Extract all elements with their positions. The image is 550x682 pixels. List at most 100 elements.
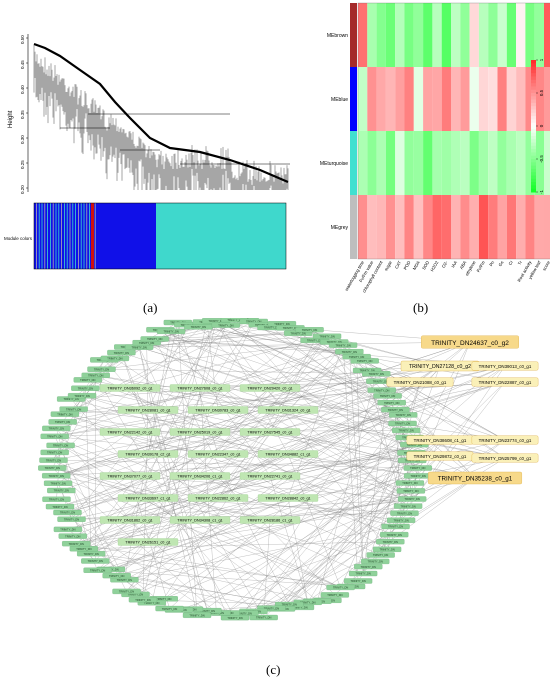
ring-node: TRINITY_DN xyxy=(392,427,421,434)
ring-node-label: TRINITY_DN xyxy=(407,443,422,447)
ring-node-label: TRINITY_DN xyxy=(335,343,350,347)
inner-node-label: TRINITY_DN25019_c0_g1 xyxy=(177,431,222,435)
scale-step xyxy=(531,106,536,110)
ring-node-label: TRINITY_DN xyxy=(237,318,252,319)
hub-node: TRINITY_DN39013_c0_g1 xyxy=(471,361,539,371)
trait-label: POD xyxy=(403,260,412,271)
y-tick-label: 0.50 xyxy=(20,35,25,44)
inner-node: TRINITY_DN28081_c0_g1 xyxy=(117,406,179,414)
ring-node: TRINITY_DN xyxy=(403,465,432,471)
inner-node-label: TRINITY_DN22862_c0_g1 xyxy=(195,497,240,501)
ring-node-label: TRINITY_DN xyxy=(66,407,81,411)
ring-node: TRINITY_DN xyxy=(128,597,158,603)
ring-node-label: TRINITY_DN xyxy=(327,593,342,597)
trait-label: Pn xyxy=(488,259,495,267)
heatmap-cell xyxy=(423,67,433,131)
hub-node-label: TRINITY_DN21088_c0_g1 xyxy=(394,380,447,385)
module-color-swatch xyxy=(350,3,357,67)
y-tick-label: 0.45 xyxy=(20,60,25,69)
inner-node-label: TRINITY_DN22741_c0_g1 xyxy=(247,475,292,479)
heatmap-cell xyxy=(460,67,470,131)
panel-b: MEbrown MEblue MEturquoise MEgrey waterlogg… xyxy=(300,0,550,315)
heatmap-cell xyxy=(395,67,405,131)
heatmap-cell xyxy=(516,131,526,195)
scale-step xyxy=(531,109,536,114)
ring-node: TRINITY_DN xyxy=(53,509,82,516)
ring-node: TRINITY_DN xyxy=(87,366,116,372)
scale-step xyxy=(531,79,536,84)
heatmap-cell xyxy=(404,3,414,67)
inner-node-label: TRINITY_DN27545_c0_g1 xyxy=(247,431,292,435)
ring-node: TRINITY_DN xyxy=(398,496,427,502)
ring-node-label: TRINITY_DN xyxy=(50,481,65,485)
heatmap-cell xyxy=(516,67,526,131)
y-tick-label: 0.35 xyxy=(20,110,25,119)
heatmap-cell xyxy=(451,195,461,259)
ring-node-label: TRINITY_DN xyxy=(256,616,271,620)
heatmap-cell xyxy=(451,67,461,131)
inner-node: TRINITY_DN34882_c1_g1 xyxy=(257,450,319,458)
inner-node-label: TRINITY_DN31324_c0_g1 xyxy=(265,409,310,413)
inner-node-label: TRINITY_DN29420_c0_g1 xyxy=(247,387,292,391)
heatmap-cell xyxy=(413,67,424,131)
hub-node: TRINITY_DN23774_c0_g1 xyxy=(471,435,539,445)
ring-node: TRINITY_DN xyxy=(77,551,106,557)
scale-tick-label: 0 xyxy=(539,124,544,127)
heatmap-cell xyxy=(432,131,442,195)
heatmap-cell xyxy=(367,195,377,259)
ring-node-label: TRINITY_DN xyxy=(107,357,122,361)
ring-node: TRINITY_DN xyxy=(366,552,395,558)
scale-step xyxy=(531,126,536,130)
inner-node: TRINITY_DN33697_c1_g1 xyxy=(117,494,179,502)
scale-step xyxy=(531,172,536,176)
scale-step xyxy=(531,112,536,117)
scale-step xyxy=(531,99,536,104)
scale-step xyxy=(531,145,536,150)
ring-node-label: TRINITY_DN xyxy=(274,322,289,326)
scale-step xyxy=(531,165,536,170)
ring-node: TRINITY_DN xyxy=(67,393,97,399)
heatmap-cell xyxy=(525,131,535,195)
ring-node: TRINITY_DN xyxy=(249,614,278,621)
scale-step xyxy=(531,60,536,64)
ring-node-label: TRINITY_DN xyxy=(80,378,95,382)
scale-step xyxy=(531,149,536,153)
heatmap-cell xyxy=(469,195,479,259)
heatmap-cell xyxy=(404,195,414,259)
ring-node-label: TRINITY_DN xyxy=(94,367,109,371)
ring-node: TRINITY_DN xyxy=(156,328,186,335)
inner-node: TRINITY_DN28842_c0_g1 xyxy=(257,494,319,502)
ring-node-label: TRINITY_DN xyxy=(49,497,64,501)
ring-node-label: TRINITY_DN xyxy=(88,559,103,563)
inner-node: TRINITY_DN22142_c0_g1 xyxy=(99,428,161,436)
ring-node-label: TRINITY_DN xyxy=(399,429,414,433)
ring-node: TRINITY_DN xyxy=(42,496,71,502)
ring-node-label: TRINITY_DN xyxy=(209,319,224,323)
panel-c-label: (c) xyxy=(266,662,281,677)
heatmap-cell xyxy=(367,3,377,67)
ring-node: TRINITY_DN xyxy=(395,480,425,486)
ring-node: TRINITY_DN xyxy=(386,517,416,523)
ring-node-label: TRINITY_DN xyxy=(88,374,103,378)
ring-node: TRINITY_DN xyxy=(71,385,100,391)
inner-node: TRINITY_DN34308_c1_g1 xyxy=(169,516,231,524)
heatmap-cell xyxy=(506,131,517,195)
hub-node-label: TRINITY_DN27128_c0_g2 xyxy=(409,364,471,370)
scale-step xyxy=(531,132,536,137)
inner-node-label: TRINITY_DN26151_c0_g1 xyxy=(125,541,170,545)
scale-step xyxy=(531,86,536,91)
trait-label: ABA xyxy=(459,260,468,270)
heatmap-cell xyxy=(478,3,489,67)
ring-node-label: TRINITY_DN xyxy=(147,337,162,341)
module-color-bar xyxy=(33,202,287,270)
scale-step xyxy=(531,188,536,193)
heatmap-cell xyxy=(516,3,526,67)
module-label: MEgrey xyxy=(331,225,349,231)
inner-node-label: TRINITY_DN36092_c0_g1 xyxy=(107,387,152,391)
ring-node-label: TRINITY_DN xyxy=(410,466,425,470)
ring-node-label: TRINITY_DN xyxy=(319,334,334,338)
trait-label: IAA xyxy=(450,260,458,269)
hub-node-label: TRINITY_DN25799_c0_g1 xyxy=(479,456,532,461)
ring-node-label: TRINITY_DN xyxy=(327,340,342,344)
ring-node: TRINITY_DN xyxy=(100,355,130,362)
